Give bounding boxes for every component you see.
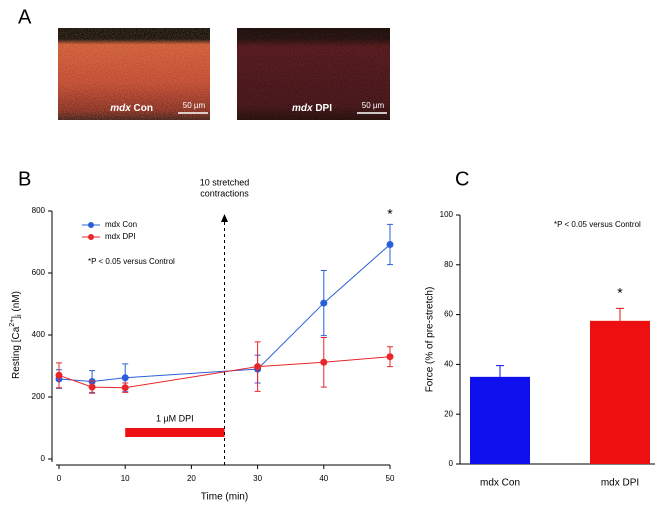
data-point	[320, 358, 328, 366]
x-tick-label: 20	[187, 474, 196, 483]
note: *P < 0.05 versus Control	[554, 220, 641, 229]
error-bar	[496, 365, 504, 377]
y-axis-label: Force (% of pre-stretch)	[425, 287, 436, 393]
panel-label: A	[18, 6, 32, 28]
y-axis-label-part: i	[16, 314, 23, 316]
y-axis-label-part: Resting [Ca	[11, 326, 22, 379]
y-axis-label-part: (nM)	[11, 291, 22, 314]
x-tick-label: 50	[386, 474, 395, 483]
legend-label: mdx DPI	[105, 232, 136, 241]
y-tick-label: 800	[32, 206, 46, 215]
data-point	[386, 353, 394, 361]
data-point	[121, 384, 129, 392]
annotation: contractions	[200, 188, 249, 198]
y-tick-label: 0	[41, 454, 46, 463]
data-point	[88, 383, 96, 391]
treatment-label: 1 µM DPI	[156, 413, 194, 423]
x-axis-label: Time (min)	[201, 492, 248, 503]
y-tick-label: 100	[440, 210, 454, 219]
scale-bar-label: 50 µm	[362, 101, 385, 110]
micrograph-texture	[58, 28, 210, 120]
legend-marker	[88, 222, 94, 228]
legend-marker	[88, 234, 94, 240]
error-bar	[616, 307, 624, 321]
y-axis-label-part: ]	[11, 316, 22, 319]
x-tick-label: mdx DPI	[601, 478, 639, 489]
image-label: mdx Con	[110, 103, 153, 114]
y-tick-label: 20	[444, 409, 453, 418]
x-tick-label: 40	[319, 474, 328, 483]
image-label-italic: mdx	[292, 103, 313, 114]
data-point	[121, 374, 129, 382]
panel-label: B	[18, 168, 31, 190]
y-tick-label: 60	[444, 310, 453, 319]
y-tick-label: 400	[32, 330, 46, 339]
image-label-text: Con	[134, 103, 153, 114]
image-label: mdx DPI	[292, 103, 332, 114]
image-label-text: DPI	[315, 103, 332, 114]
data-point	[254, 363, 262, 371]
y-axis-label-part: 2+	[9, 319, 16, 327]
annotation: 10 stretched	[200, 177, 250, 187]
x-tick-label: mdx Con	[480, 478, 520, 489]
arrow-head	[221, 214, 228, 222]
scale-bar-label: 50 µm	[183, 101, 206, 110]
series-line	[58, 356, 391, 389]
legend-label: mdx Con	[105, 220, 137, 229]
significance-star: *	[617, 285, 623, 301]
bar	[470, 376, 530, 464]
y-tick-label: 0	[449, 459, 454, 468]
data-point	[320, 299, 328, 307]
y-axis-label: Resting [Ca2+]i (nM)	[9, 291, 23, 379]
series-line	[58, 244, 391, 383]
image-label-italic: mdx	[110, 103, 131, 114]
note: *P < 0.05 versus Control	[88, 257, 175, 266]
x-tick-label: 0	[57, 474, 62, 483]
y-tick-label: 40	[444, 360, 453, 369]
significance-star: *	[387, 206, 393, 222]
x-tick-label: 10	[121, 474, 130, 483]
bar	[590, 320, 650, 464]
panel-label: C	[455, 168, 469, 190]
data-point	[55, 371, 63, 379]
data-point	[386, 240, 394, 248]
panel-a	[58, 28, 390, 120]
micrograph-texture	[237, 28, 390, 120]
y-tick-label: 200	[32, 392, 46, 401]
y-tick-label: 80	[444, 260, 453, 269]
treatment-bar	[125, 428, 225, 437]
x-tick-label: 30	[253, 474, 262, 483]
y-tick-label: 600	[32, 268, 46, 277]
